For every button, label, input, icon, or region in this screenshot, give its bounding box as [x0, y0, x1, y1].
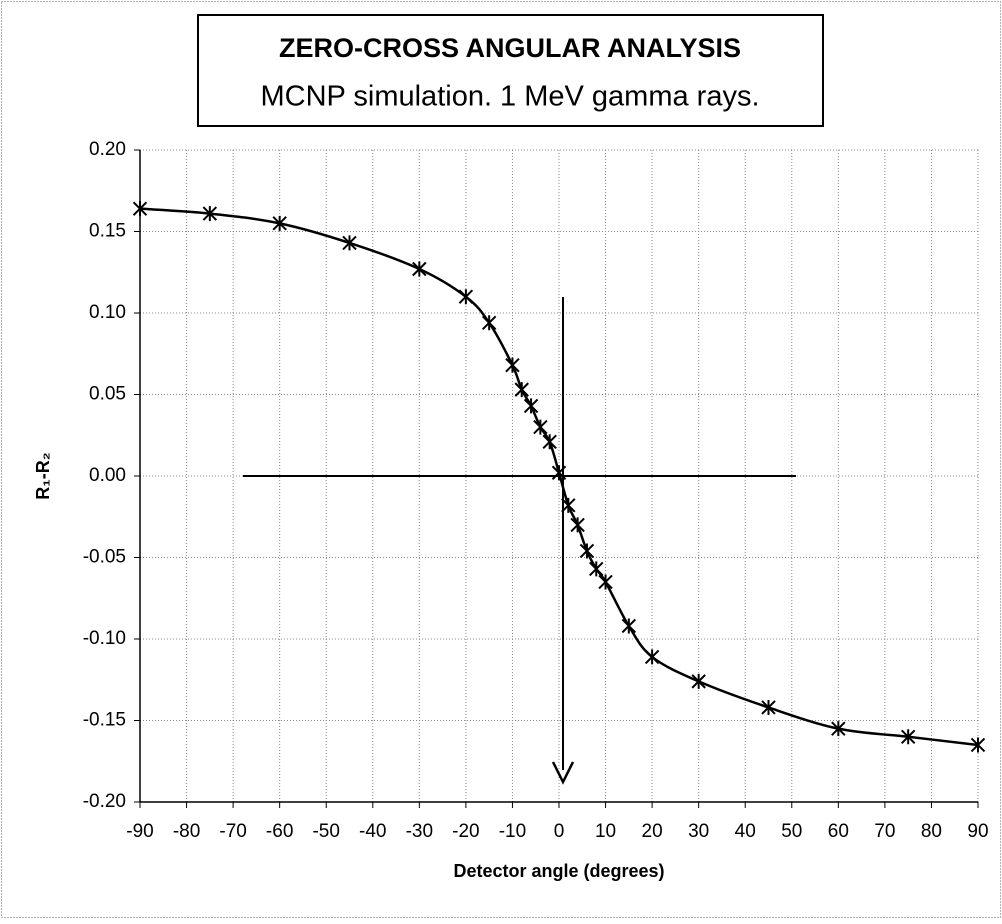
x-tick-label: -30	[406, 821, 433, 842]
marker	[598, 574, 613, 590]
x-tick-label: -70	[219, 821, 246, 842]
marker	[505, 357, 520, 373]
y-tick-label: -0.05	[83, 547, 126, 568]
x-tick-label: -60	[266, 821, 293, 842]
x-tick-label: -40	[359, 821, 386, 842]
x-tick-label: 20	[642, 821, 663, 842]
x-tick-label: 80	[921, 821, 942, 842]
marker	[412, 261, 427, 277]
x-tick-label: -20	[452, 821, 479, 842]
x-tick-label: 10	[595, 821, 616, 842]
x-tick-label: 40	[735, 821, 756, 842]
marker	[589, 561, 604, 577]
marker	[132, 201, 148, 217]
x-tick-label: 70	[874, 821, 895, 842]
x-tick-label: -50	[312, 821, 339, 842]
marker	[523, 398, 539, 414]
y-tick-label: 0.00	[89, 465, 126, 486]
x-tick-label: 50	[781, 821, 802, 842]
x-tick-label: 90	[967, 821, 988, 842]
y-tick-label: 0.05	[89, 384, 126, 405]
x-tick-label: 60	[828, 821, 849, 842]
marker	[202, 206, 218, 222]
marker	[533, 419, 548, 435]
x-tick-label: -90	[126, 821, 153, 842]
marker	[644, 649, 660, 665]
marker	[579, 543, 595, 559]
x-tick-label: 0	[554, 821, 565, 842]
marker	[272, 215, 287, 231]
marker	[970, 737, 986, 753]
marker	[481, 315, 497, 331]
chart-title: ZERO-CROSS ANGULAR ANALYSIS	[279, 33, 741, 63]
x-tick-label: 30	[688, 821, 709, 842]
y-tick-label: 0.10	[89, 302, 126, 323]
marker	[761, 699, 776, 715]
y-tick-label: 0.20	[89, 139, 126, 160]
chart-subtitle: MCNP simulation. 1 MeV gamma rays.	[260, 81, 759, 113]
marker	[621, 618, 637, 634]
y-tick-label: 0.15	[89, 221, 126, 242]
arrow-head	[551, 761, 575, 785]
x-tick-label: -80	[173, 821, 200, 842]
y-axis-label: R₁-R₂	[33, 452, 53, 499]
marker	[342, 235, 357, 251]
title-box	[197, 14, 824, 127]
marker	[570, 517, 585, 533]
marker	[691, 673, 706, 689]
x-axis-label: Detector angle (degrees)	[453, 861, 664, 881]
marker	[900, 729, 916, 745]
marker	[458, 289, 474, 305]
marker	[831, 721, 846, 737]
x-tick-label: -10	[499, 821, 526, 842]
marker	[514, 382, 529, 398]
y-tick-label: -0.15	[83, 710, 126, 731]
plot-area: -0.20 -0.15 -0.10 -0.05 0.00 0.05 0.10 0.15 0.20…	[83, 139, 989, 842]
marker	[542, 434, 557, 450]
y-tick-label: -0.20	[83, 791, 126, 812]
y-tick-label: -0.10	[83, 628, 126, 649]
